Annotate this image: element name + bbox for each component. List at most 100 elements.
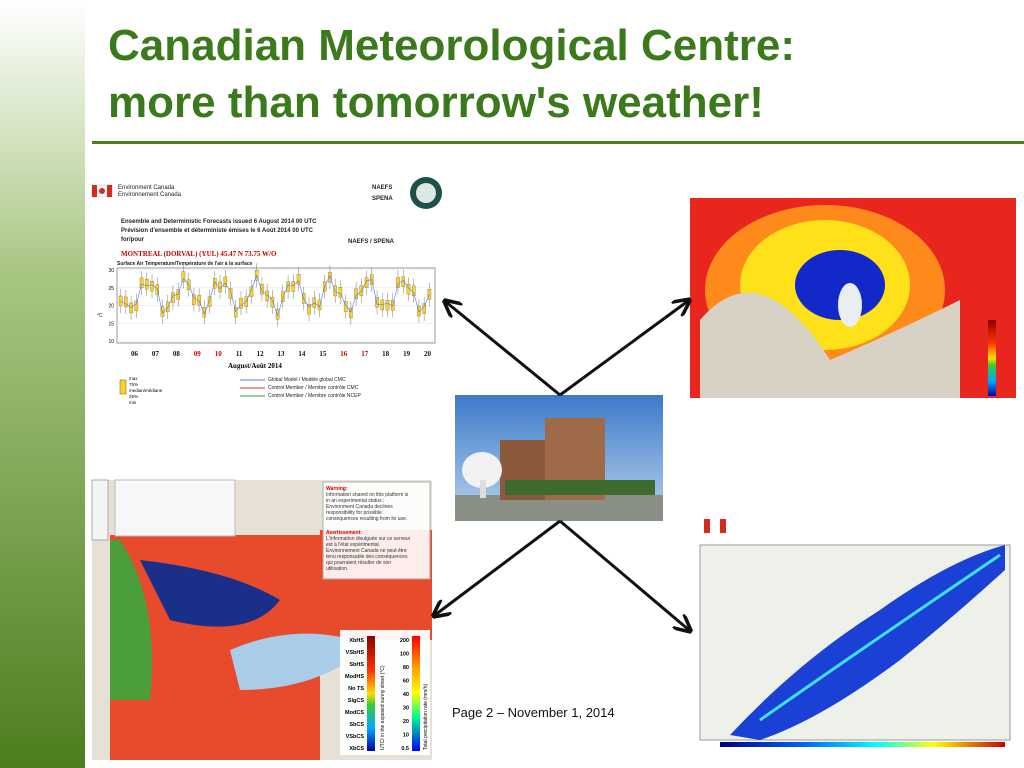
header: Ensemble and Deterministic Forecasts iss… — [121, 219, 317, 225]
stress-label: SlgCS — [348, 698, 365, 704]
utci-map: UTCI in the exposed sunny street (°C) To… — [91, 479, 432, 760]
box — [385, 300, 390, 311]
box-legend: 25% — [129, 394, 138, 399]
box — [239, 298, 243, 309]
warning: utilisation. — [326, 566, 348, 572]
box — [134, 300, 139, 312]
box — [181, 271, 186, 282]
box — [333, 285, 337, 297]
warning: L'information divulguée sur ce serveur — [326, 536, 411, 542]
box — [213, 278, 217, 289]
y-tick-label: 10 — [108, 339, 114, 345]
box-legend: min — [129, 400, 137, 405]
warning: Avertissement: — [326, 530, 362, 536]
date-label: 09 — [194, 350, 202, 358]
y-tick-label: 25 — [108, 286, 114, 292]
date-label: 18 — [382, 350, 390, 358]
precip-label: 40 — [403, 692, 409, 698]
date-label: 13 — [278, 350, 286, 358]
x-label: August/Août 2014 — [228, 362, 282, 370]
lake — [230, 633, 370, 690]
box — [265, 290, 269, 302]
footer: Page 2 – November 1, 2014 — [452, 705, 615, 720]
precip-label: 80 — [403, 665, 409, 671]
date-label: 20 — [424, 350, 432, 358]
header: for/pour — [121, 237, 145, 243]
map-area — [140, 560, 280, 627]
stress-label: VSbHS — [346, 650, 365, 656]
box — [281, 291, 285, 302]
arrow — [446, 302, 561, 397]
current-map — [699, 515, 1011, 750]
stress-label: XbHS — [349, 638, 364, 644]
box — [270, 296, 275, 308]
box — [380, 299, 385, 311]
box — [192, 294, 196, 305]
box — [286, 281, 290, 292]
box — [233, 306, 238, 318]
box — [328, 272, 332, 283]
date-label: 14 — [298, 350, 306, 358]
precip-label: 10 — [403, 733, 409, 739]
box — [139, 277, 144, 289]
arrow — [559, 519, 689, 630]
date-label: 10 — [215, 350, 223, 358]
dish — [480, 480, 486, 498]
box — [260, 283, 264, 295]
box — [396, 277, 400, 288]
legend-text: Control Member / Membre contrôle CMC — [268, 385, 359, 391]
precip-label: 30 — [403, 706, 409, 712]
box — [343, 301, 348, 312]
stress-label: XbCS — [349, 746, 364, 752]
y-unit: °C — [97, 313, 103, 319]
axis-label: UTCI in the exposed sunny street (°C) — [380, 665, 386, 750]
box — [307, 304, 311, 315]
box — [354, 288, 358, 299]
legend-text: Global Model / Modèle global CMC — [268, 377, 346, 383]
logo-text: NAEFS — [372, 185, 392, 191]
logo — [416, 183, 436, 203]
box — [349, 307, 353, 319]
box — [375, 297, 379, 308]
title-rule — [92, 141, 1024, 144]
precip-label: 200 — [400, 638, 409, 644]
header: Prévision d'ensemble et déterministe émi… — [121, 228, 314, 234]
date-label: 15 — [319, 350, 327, 358]
stress-label: SbHS — [349, 662, 364, 668]
header: NAEFS / SPENA — [348, 239, 395, 245]
stress-label: SbCS — [349, 722, 364, 728]
stress-label: ModHS — [345, 674, 364, 680]
y-tick-label: 15 — [108, 321, 114, 327]
warning: Warning: — [326, 486, 348, 492]
flag — [710, 519, 720, 533]
date-label: 12 — [257, 350, 265, 358]
agency: Environnement Canada — [118, 192, 182, 198]
map-area — [110, 540, 152, 700]
building-photo — [455, 395, 663, 521]
warning-panel — [322, 481, 431, 580]
arrows — [435, 301, 689, 630]
legend-text: Control Member / Membre contrôle NCEP — [268, 393, 361, 399]
precip-label: 0.5 — [401, 746, 409, 752]
box — [364, 277, 369, 288]
box — [145, 279, 149, 290]
title-line: more than tomorrow's weather! — [108, 78, 764, 127]
warning: Information shared on this platform is — [326, 492, 409, 498]
date-label: 08 — [173, 350, 181, 358]
logo-text: SPENA — [372, 196, 393, 202]
station: MONTREAL (DORVAL) (YUL) 45.47 N 73.75 W/… — [121, 250, 277, 258]
dish — [462, 452, 502, 488]
legend-box — [119, 379, 127, 395]
warning: responsibility for possible — [326, 510, 382, 516]
box — [296, 273, 301, 285]
trees — [505, 480, 655, 495]
side-bar — [0, 0, 85, 768]
arrow — [559, 301, 688, 397]
box — [207, 296, 212, 307]
date-label: 11 — [236, 350, 243, 358]
stress-label: ModCS — [345, 710, 364, 716]
box — [150, 281, 154, 292]
plot-title: Surface Air Temperature/Température de l… — [117, 261, 253, 267]
box — [228, 288, 233, 299]
